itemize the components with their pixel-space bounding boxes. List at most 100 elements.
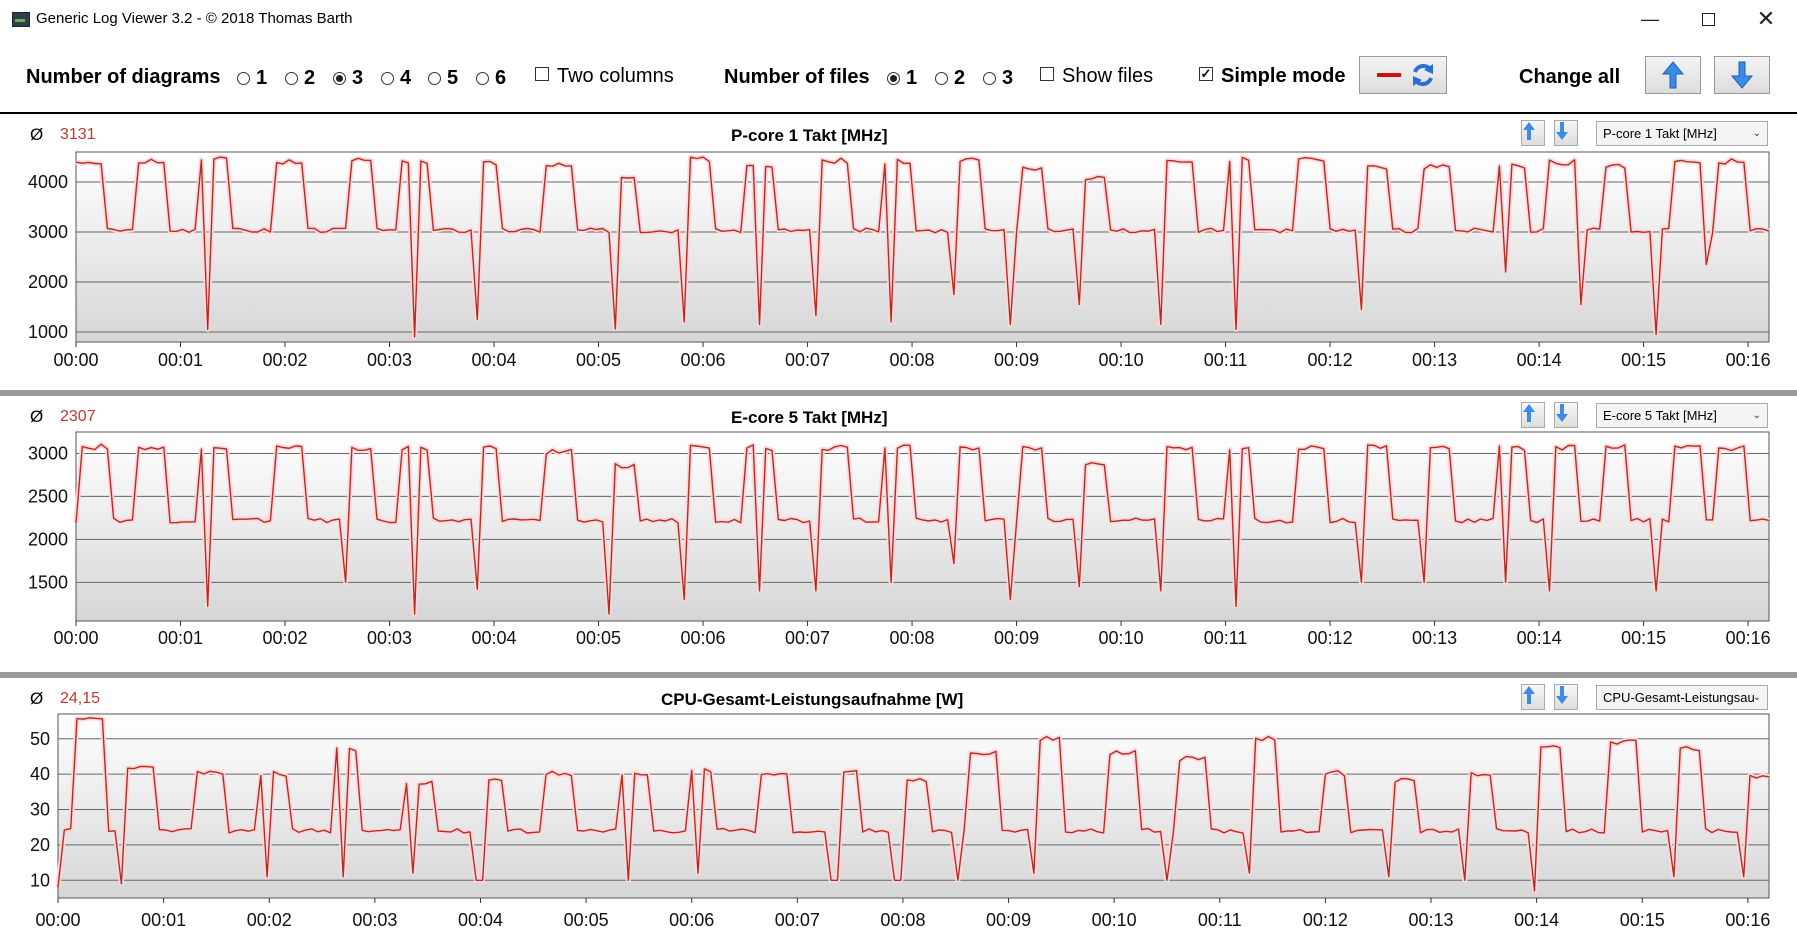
chevron-down-icon: ⌄ (1752, 410, 1761, 421)
panel-down-button[interactable] (1554, 120, 1578, 146)
diagram-radio-5[interactable]: 5 (428, 67, 458, 90)
x-tick-label: 00:05 (576, 628, 621, 648)
panel-splitter[interactable] (0, 672, 1797, 678)
y-tick-label: 10 (30, 870, 50, 890)
arrow-down-icon (1556, 686, 1568, 704)
diagram-radio-3[interactable]: 3 (333, 67, 363, 90)
x-tick-label: 00:04 (472, 628, 517, 648)
x-tick-label: 00:11 (1204, 350, 1248, 370)
panel-splitter[interactable] (0, 390, 1797, 396)
diagram-radio-6[interactable]: 6 (476, 67, 506, 90)
x-tick-label: 00:13 (1409, 910, 1454, 930)
y-tick-label: 20 (30, 835, 50, 855)
x-tick-label: 00:14 (1517, 628, 1562, 648)
two-columns-checkbox[interactable]: Two columns (535, 65, 674, 88)
maximize-icon (1701, 12, 1715, 26)
x-tick-label: 00:12 (1303, 910, 1348, 930)
panel-up-button[interactable] (1521, 402, 1545, 428)
chart-1: 1000 2000 3000 4000 00:00 00:01 00:02 00:03 00:0… (28, 151, 1771, 370)
diagram-radio-4[interactable]: 4 (381, 67, 411, 90)
panel-down-button[interactable] (1554, 402, 1578, 428)
x-tick-label: 00:06 (681, 350, 726, 370)
x-tick-label: 00:00 (53, 350, 98, 370)
average-symbol: Ø (30, 407, 44, 426)
num-diagrams-label: Number of diagrams (26, 66, 221, 88)
x-tick-label: 00:10 (1099, 350, 1144, 370)
plot-area (75, 431, 1770, 622)
x-tick-label: 00:08 (890, 350, 935, 370)
x-tick-label: 00:15 (1620, 910, 1665, 930)
x-tick-label: 00:05 (564, 910, 609, 930)
file-radio-3[interactable]: 3 (983, 67, 1013, 90)
x-tick-label: 00:16 (1725, 910, 1770, 930)
checkmark-icon: ✓ (1199, 65, 1213, 81)
series-select[interactable]: CPU-Gesamt-Leistungsau ⌄ (1596, 685, 1768, 710)
x-tick-label: 00:07 (785, 350, 830, 370)
y-tick-label: 1500 (28, 572, 68, 592)
y-tick-label: 3000 (28, 443, 68, 463)
line-refresh-icon (1377, 64, 1433, 86)
x-tick-label: 00:00 (35, 910, 80, 930)
x-tick-label: 00:02 (262, 350, 307, 370)
y-tick-label: 50 (30, 729, 50, 749)
minimize-button[interactable]: — (1621, 2, 1679, 36)
x-tick-label: 00:11 (1204, 628, 1248, 648)
x-tick-label: 00:00 (53, 628, 98, 648)
x-tick-label: 00:15 (1621, 350, 1666, 370)
x-tick-label: 00:06 (669, 910, 714, 930)
x-tick-label: 00:13 (1412, 628, 1457, 648)
x-tick-label: 00:01 (141, 910, 186, 930)
arrow-up-icon (1523, 686, 1535, 704)
panel-up-button[interactable] (1521, 684, 1545, 710)
x-tick-label: 00:09 (986, 910, 1031, 930)
chart-3: 10 20 30 40 50 00:00 00:01 00:02 00:03 00:04 00:05… (30, 713, 1770, 930)
series-line (75, 443, 1770, 615)
series-select[interactable]: P-core 1 Takt [MHz] ⌄ (1596, 121, 1768, 146)
maximize-button[interactable] (1679, 2, 1737, 36)
chevron-down-icon: ⌄ (1752, 692, 1761, 703)
close-icon: ✕ (1756, 6, 1776, 31)
y-tick-label: 1000 (28, 322, 68, 342)
x-tick-label: 00:08 (890, 628, 935, 648)
chart-2: 1500 2000 2500 3000 00:00 00:01 00:02 00:03 00:0… (28, 431, 1771, 648)
y-tick-label: 2000 (28, 529, 68, 549)
diagram-panel-1: 1000 2000 3000 4000 00:00 00:01 00:02 00:03 00:0… (0, 114, 1797, 390)
line-color-refresh-button[interactable] (1359, 56, 1447, 94)
average-value: 2307 (60, 408, 96, 425)
x-tick-label: 00:08 (880, 910, 925, 930)
x-tick-label: 00:04 (472, 350, 517, 370)
arrow-down-icon (1556, 122, 1568, 140)
simple-mode-checkbox[interactable]: ✓ Simple mode (1199, 65, 1346, 87)
file-radio-1[interactable]: 1 (887, 67, 917, 90)
change-all-up-button[interactable] (1645, 56, 1701, 94)
x-tick-label: 00:10 (1099, 628, 1144, 648)
series-select[interactable]: E-core 5 Takt [MHz] ⌄ (1596, 403, 1768, 428)
x-tick-label: 00:03 (367, 628, 412, 648)
panel-up-button[interactable] (1521, 120, 1545, 146)
plot-area (75, 151, 1770, 343)
y-tick-label: 40 (30, 764, 50, 784)
x-tick-label: 00:12 (1308, 628, 1353, 648)
x-tick-label: 00:04 (458, 910, 503, 930)
app-icon (12, 12, 30, 27)
arrow-up-icon (1661, 61, 1685, 89)
num-files-label: Number of files (724, 66, 870, 88)
file-radio-2[interactable]: 2 (935, 67, 965, 90)
average-value: 3131 (60, 126, 96, 143)
show-files-checkbox[interactable]: Show files (1040, 65, 1153, 88)
series-line (75, 156, 1770, 338)
panel-title: CPU-Gesamt-Leistungsaufnahme [W] (661, 690, 964, 709)
window-title: Generic Log Viewer 3.2 - © 2018 Thomas B… (36, 10, 353, 27)
diagram-radio-2[interactable]: 2 (285, 67, 315, 90)
diagram-radio-1[interactable]: 1 (237, 67, 267, 90)
x-tick-label: 00:02 (247, 910, 292, 930)
plot-area (57, 713, 1770, 899)
x-tick-label: 00:01 (158, 350, 203, 370)
change-all-down-button[interactable] (1714, 56, 1770, 94)
panel-down-button[interactable] (1554, 684, 1578, 710)
y-tick-label: 2000 (28, 272, 68, 292)
close-button[interactable]: ✕ (1737, 2, 1795, 36)
diagram-panel-3: 10 20 30 40 50 00:00 00:01 00:02 00:03 00:04 00:05… (0, 678, 1797, 952)
x-tick-label: 00:03 (367, 350, 412, 370)
x-tick-label: 00:11 (1198, 910, 1242, 930)
